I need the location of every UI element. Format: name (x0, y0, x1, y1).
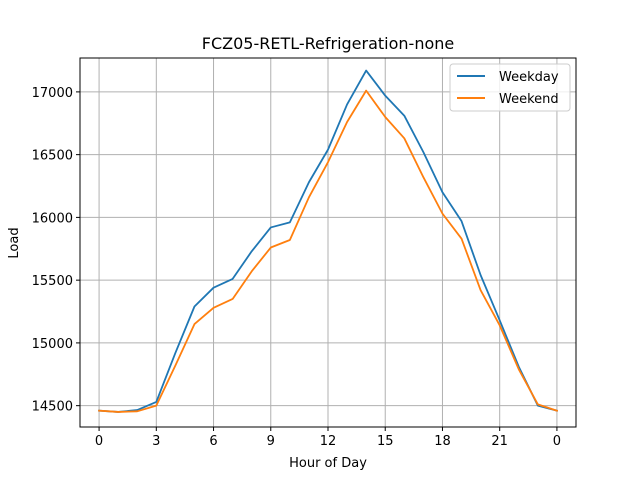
y-axis: 14500 15000 15500 16000 16500 17000 (32, 86, 80, 415)
x-tick-label: 6 (209, 434, 217, 449)
x-tick-label: 0 (553, 434, 561, 449)
legend-label-weekday: Weekday (499, 70, 559, 85)
series-line-weekday (98, 69, 559, 413)
y-tick-label: 16500 (32, 149, 73, 164)
y-tick-label: 15500 (32, 274, 73, 289)
x-tick-label: 3 (152, 434, 160, 449)
legend: Weekday Weekend (449, 63, 571, 112)
y-tick-label: 15000 (32, 337, 73, 352)
x-tick-label: 21 (491, 434, 508, 449)
y-tick-label: 14500 (32, 400, 73, 415)
x-tick-label: 9 (267, 434, 275, 449)
chart-title: FCZ05-RETL-Refrigeration-none (202, 34, 455, 53)
series-lines (98, 69, 559, 413)
x-axis: 0 3 6 9 12 15 18 21 0 (95, 427, 561, 449)
x-tick-label: 18 (434, 434, 451, 449)
legend-label-weekend: Weekend (499, 92, 559, 107)
y-axis-label: Load (7, 227, 22, 258)
y-tick-label: 17000 (32, 86, 73, 101)
x-tick-label: 15 (377, 434, 394, 449)
x-tick-label: 12 (320, 434, 337, 449)
x-axis-label: Hour of Day (289, 456, 367, 471)
x-tick-label: 0 (95, 434, 103, 449)
y-tick-label: 16000 (32, 211, 73, 226)
series-line-weekend (98, 89, 559, 413)
grid-lines (80, 58, 576, 427)
